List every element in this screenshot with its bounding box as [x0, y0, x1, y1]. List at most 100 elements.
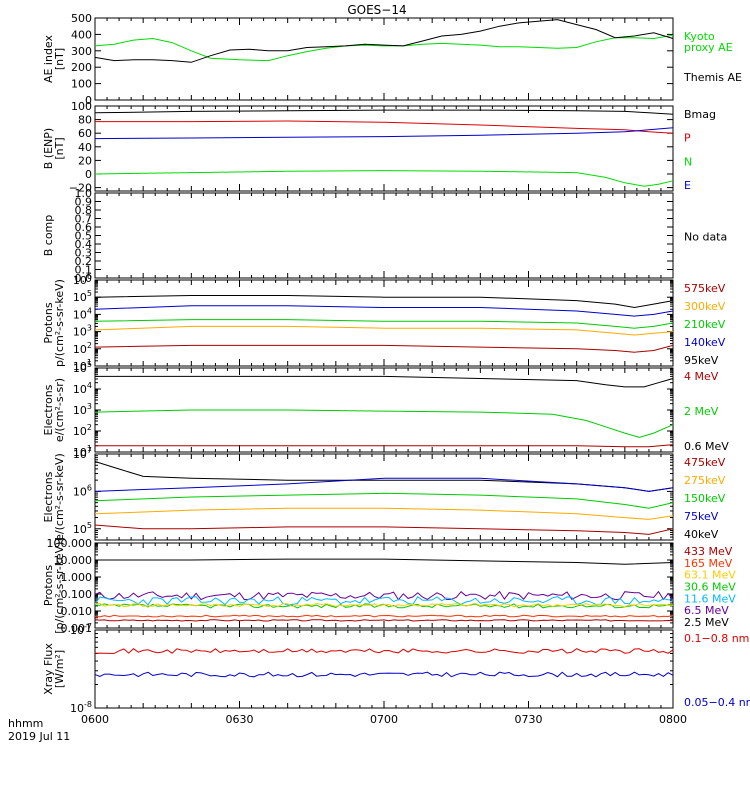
y-tick-label: 20: [78, 154, 92, 167]
series-line-165-mev: [94, 614, 674, 618]
y-tick-label: 103: [73, 402, 92, 417]
y-tick-label: 0.6: [75, 221, 93, 234]
y-tick-label: 10-8: [70, 700, 92, 715]
legend-entry: 300keV: [684, 300, 726, 313]
y-tick-label: 102: [73, 341, 92, 356]
series-line-63-1-mev: [94, 602, 673, 608]
legend-entry: 4 MeV: [684, 370, 719, 383]
plot-title: GOES−14: [347, 3, 406, 17]
legend-entry: 30.6 MeV: [684, 581, 736, 594]
series-line-0-6-mev: [95, 375, 674, 388]
panel-protons_high: 0.001 0.010 0.100 1.000 10.000 100.000 Protons…: [42, 537, 736, 635]
y-tick-label: 10-7: [70, 622, 92, 637]
legend-entry: 165 MeV: [684, 557, 733, 570]
series-line-433-mev: [94, 619, 674, 622]
legend-entry: 40keV: [684, 528, 719, 541]
series-line-475kev: [94, 524, 674, 535]
panel-frame: [94, 629, 674, 709]
y-axis-label: B comp: [42, 215, 55, 257]
y-tick-label: 1.0: [75, 187, 93, 200]
series-line-0-05-0-4-nm: [94, 671, 674, 678]
series-line-2-5-mev: [95, 558, 674, 565]
legend-entry: proxy AE: [684, 41, 733, 54]
series-line-300kev: [94, 325, 674, 336]
y-tick-label: 100.000: [47, 537, 93, 550]
series-line-0-1-0-8-nm: [94, 648, 674, 654]
y-tick-label: 0.5: [75, 230, 93, 243]
y-axis-label: Protons: [42, 302, 55, 343]
series-line-n: [94, 170, 674, 187]
y-axis-label: [nT]: [53, 137, 66, 159]
y-tick-label: 0.0: [75, 272, 93, 285]
y-tick-label: 0.2: [75, 255, 93, 268]
series-line-40kev: [94, 461, 674, 492]
legend-entry: 95keV: [684, 354, 719, 367]
series-line-kyoto-proxy-ae: [94, 34, 674, 62]
y-axis-label: e/(cm²-s-sr): [53, 378, 66, 442]
series-line-6-5-mev: [94, 590, 674, 601]
panel-protons_low: 101 102 103 104 105 106 Protonsp/(cm²-s-sr-keV…: [42, 272, 726, 373]
legend-entry: 150keV: [684, 492, 726, 505]
y-axis-label: Xray Flux: [42, 643, 55, 695]
legend-entry: 0.05−0.4 nm: [684, 696, 750, 709]
legend-entry: 0.6 MeV: [684, 440, 729, 453]
series-line-themis-ae: [94, 19, 674, 63]
legend-entry: 275keV: [684, 474, 726, 487]
series-line-575kev: [94, 344, 674, 353]
panel-frame: [94, 279, 674, 367]
x-tick-label: 0600: [81, 713, 109, 726]
series-line-2-mev: [94, 409, 674, 438]
y-tick-label: 0.1: [75, 264, 93, 277]
legend-entry: 140keV: [684, 336, 726, 349]
legend-entry: 11.6 MeV: [684, 592, 736, 605]
y-tick-label: 0.8: [75, 204, 93, 217]
y-tick-label: 0.3: [75, 247, 93, 260]
y-axis-label: [W/m²]: [53, 650, 66, 688]
panel-frame: [94, 192, 674, 279]
y-tick-label: 100: [71, 78, 92, 91]
y-tick-label: 0: [85, 168, 92, 181]
legend-entry: P: [684, 132, 691, 145]
series-line-75kev: [94, 477, 674, 492]
legend-entry: No data: [684, 231, 727, 244]
y-axis-label: Electrons: [42, 471, 55, 522]
legend-entry: E: [684, 179, 691, 192]
y-tick-label: 100: [71, 100, 92, 113]
panel-xray: 10-8 10-7 Xray Flux[W/m²] 0.1−0.8 nm 0.05−0.…: [42, 622, 750, 715]
y-axis-label: e/(cm²-s-sr-keV): [53, 453, 66, 541]
legend-entry: 210keV: [684, 318, 726, 331]
legend-entry: 575keV: [684, 282, 726, 295]
legend-entry: 433 MeV: [684, 545, 733, 558]
legend-entry: 2 MeV: [684, 405, 719, 418]
panel-frame: [94, 105, 674, 192]
y-tick-label: −20: [69, 182, 92, 195]
y-tick-label: 0.001: [61, 622, 93, 635]
legend-entry: Themis AE: [683, 71, 742, 84]
series-line-e: [94, 127, 674, 140]
panel-bcomp: 0.00.10.20.30.40.50.60.70.80.91.0 B comp N…: [42, 187, 727, 285]
legend-entry: 63.1 MeV: [684, 569, 736, 582]
y-tick-label: 500: [71, 12, 92, 25]
y-tick-label: 106: [73, 483, 92, 498]
legend-entry: 2.5 MeV: [684, 616, 729, 629]
y-tick-label: 400: [71, 28, 92, 41]
legend-entry: Kyoto: [684, 30, 715, 43]
series-line-210kev: [94, 319, 674, 329]
series-line-p: [95, 120, 674, 134]
time-axis-label: hhmm: [8, 717, 43, 730]
x-tick-label: 0630: [226, 713, 254, 726]
y-tick-label: 0.9: [75, 196, 93, 209]
y-tick-label: 105: [73, 289, 92, 304]
y-tick-label: 300: [71, 45, 92, 58]
panel-frame: [94, 17, 674, 101]
y-tick-label: 80: [78, 114, 92, 127]
legend-entry: N: [684, 155, 692, 168]
y-tick-label: 101: [73, 358, 92, 373]
y-tick-label: 104: [73, 306, 92, 321]
y-tick-label: 107: [73, 446, 92, 461]
y-axis-label: p/(cm²-s-sr-keV): [53, 279, 66, 367]
